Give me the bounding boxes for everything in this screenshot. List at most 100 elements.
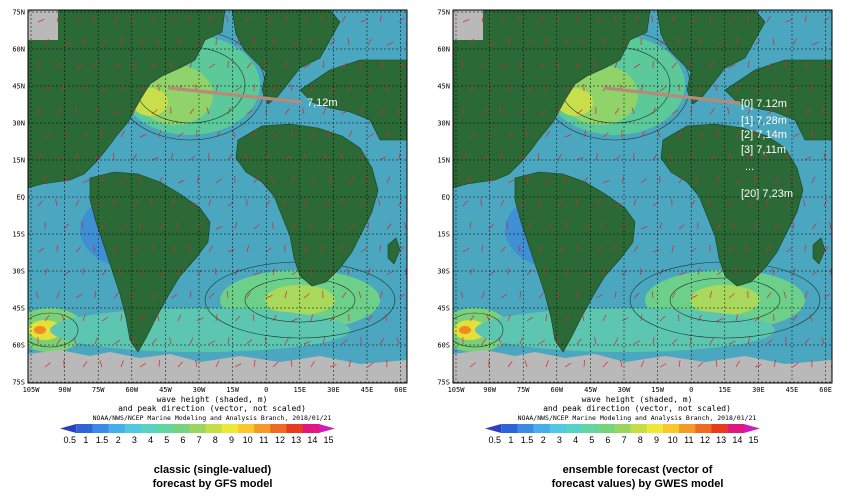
direction-vector [462, 247, 470, 253]
direction-vector [519, 202, 527, 207]
direction-vector [151, 15, 155, 23]
direction-vector [138, 176, 141, 184]
direction-vector [811, 176, 816, 184]
direction-vector [651, 291, 654, 299]
direction-vector [462, 153, 467, 161]
direction-vector [640, 314, 643, 322]
direction-vector [246, 109, 254, 115]
direction-vector [94, 61, 98, 69]
direction-vector [754, 87, 762, 92]
direction-vector [469, 133, 477, 138]
direction-vector [735, 84, 740, 92]
direction-vector [754, 316, 761, 322]
direction-vector [469, 315, 475, 322]
arctic-ice [28, 10, 58, 40]
direction-vector [308, 222, 312, 230]
direction-vector [576, 62, 582, 69]
direction-vector [804, 291, 808, 299]
direction-vector [113, 63, 120, 69]
north-america [28, 10, 226, 189]
direction-vector [500, 64, 508, 69]
direction-vector [170, 17, 178, 23]
direction-vector [196, 176, 200, 184]
direction-vector [564, 133, 572, 138]
direction-vector [716, 223, 722, 230]
direction-vector [557, 153, 562, 161]
direction-vector [804, 338, 810, 345]
direction-vector [659, 363, 667, 368]
direction-vector [633, 245, 638, 253]
direction-vector [811, 223, 817, 230]
colorbar-tick-label: 7 [622, 435, 627, 445]
direction-vector [583, 130, 587, 138]
direction-vector [519, 154, 526, 161]
direction-vector [773, 130, 778, 138]
longitude-label: 15W [651, 386, 664, 394]
direction-vector [234, 315, 241, 322]
direction-vector [232, 130, 236, 138]
colorbar-swatch [270, 424, 287, 433]
direction-vector [44, 268, 48, 276]
direction-vector [75, 64, 83, 69]
colorbar-tick-label: 1 [508, 435, 513, 445]
colorbar-tick-label: 12 [275, 435, 285, 445]
direction-vector [44, 362, 51, 368]
direction-vector [785, 107, 788, 115]
direction-vector [367, 268, 371, 276]
ensemble-member-label: [20] 7,23m [741, 188, 793, 200]
colorbar-tick-label: 10 [243, 435, 253, 445]
colorbar-swatch [630, 424, 648, 433]
caption-peak-direction: and peak direction (vector, not scaled) [118, 404, 306, 413]
direction-vector [652, 337, 655, 345]
direction-vector [74, 107, 77, 115]
direction-vector [754, 222, 758, 230]
direction-vector [747, 107, 752, 115]
latitude-label: 75N [437, 9, 450, 17]
south-america [514, 171, 636, 353]
direction-vector [652, 154, 658, 161]
direction-vector [507, 314, 511, 322]
direction-vector [189, 155, 196, 161]
direction-vector [488, 41, 496, 46]
direction-vector [469, 38, 474, 46]
direction-vector [631, 107, 635, 115]
direction-vector [783, 291, 787, 299]
direction-vector [196, 222, 201, 230]
direction-vector [524, 360, 528, 368]
direction-vector [823, 64, 831, 69]
direction-vector [188, 245, 191, 253]
direction-vector [614, 155, 621, 161]
colorbar-tick-label: 8 [213, 435, 218, 445]
direction-vector [507, 179, 515, 184]
direction-vector [291, 317, 299, 322]
direction-vector [151, 245, 154, 253]
colorbar-swatch [727, 424, 745, 433]
caption-wave-height: wave height (shaded, m) [157, 395, 268, 404]
direction-vector [537, 153, 540, 161]
colorbar-tick-label: 14 [307, 435, 317, 445]
direction-vector [340, 153, 343, 161]
direction-vector [659, 39, 665, 46]
direction-vector [386, 223, 392, 230]
colorbar-swatch [92, 424, 109, 433]
europe-asia [724, 59, 832, 141]
direction-vector [576, 291, 581, 299]
direction-vector [252, 38, 255, 46]
direction-vector [246, 62, 252, 69]
direction-vector [139, 86, 146, 92]
colorbar-swatch [60, 424, 77, 433]
direction-vector [601, 222, 604, 230]
direction-vector [469, 362, 476, 368]
direction-vector [469, 268, 473, 276]
direction-vector [37, 153, 42, 161]
colorbar-tick-label: 15 [749, 435, 759, 445]
direction-vector [811, 270, 819, 276]
direction-vector [284, 291, 288, 299]
direction-vector [728, 293, 735, 299]
direction-vector [234, 86, 242, 92]
description-line: classic (single-valued) [153, 464, 272, 476]
wave-shading [34, 326, 46, 334]
direction-vector [139, 362, 147, 368]
direction-vector [823, 153, 826, 161]
longitude-label: 45W [159, 386, 172, 394]
